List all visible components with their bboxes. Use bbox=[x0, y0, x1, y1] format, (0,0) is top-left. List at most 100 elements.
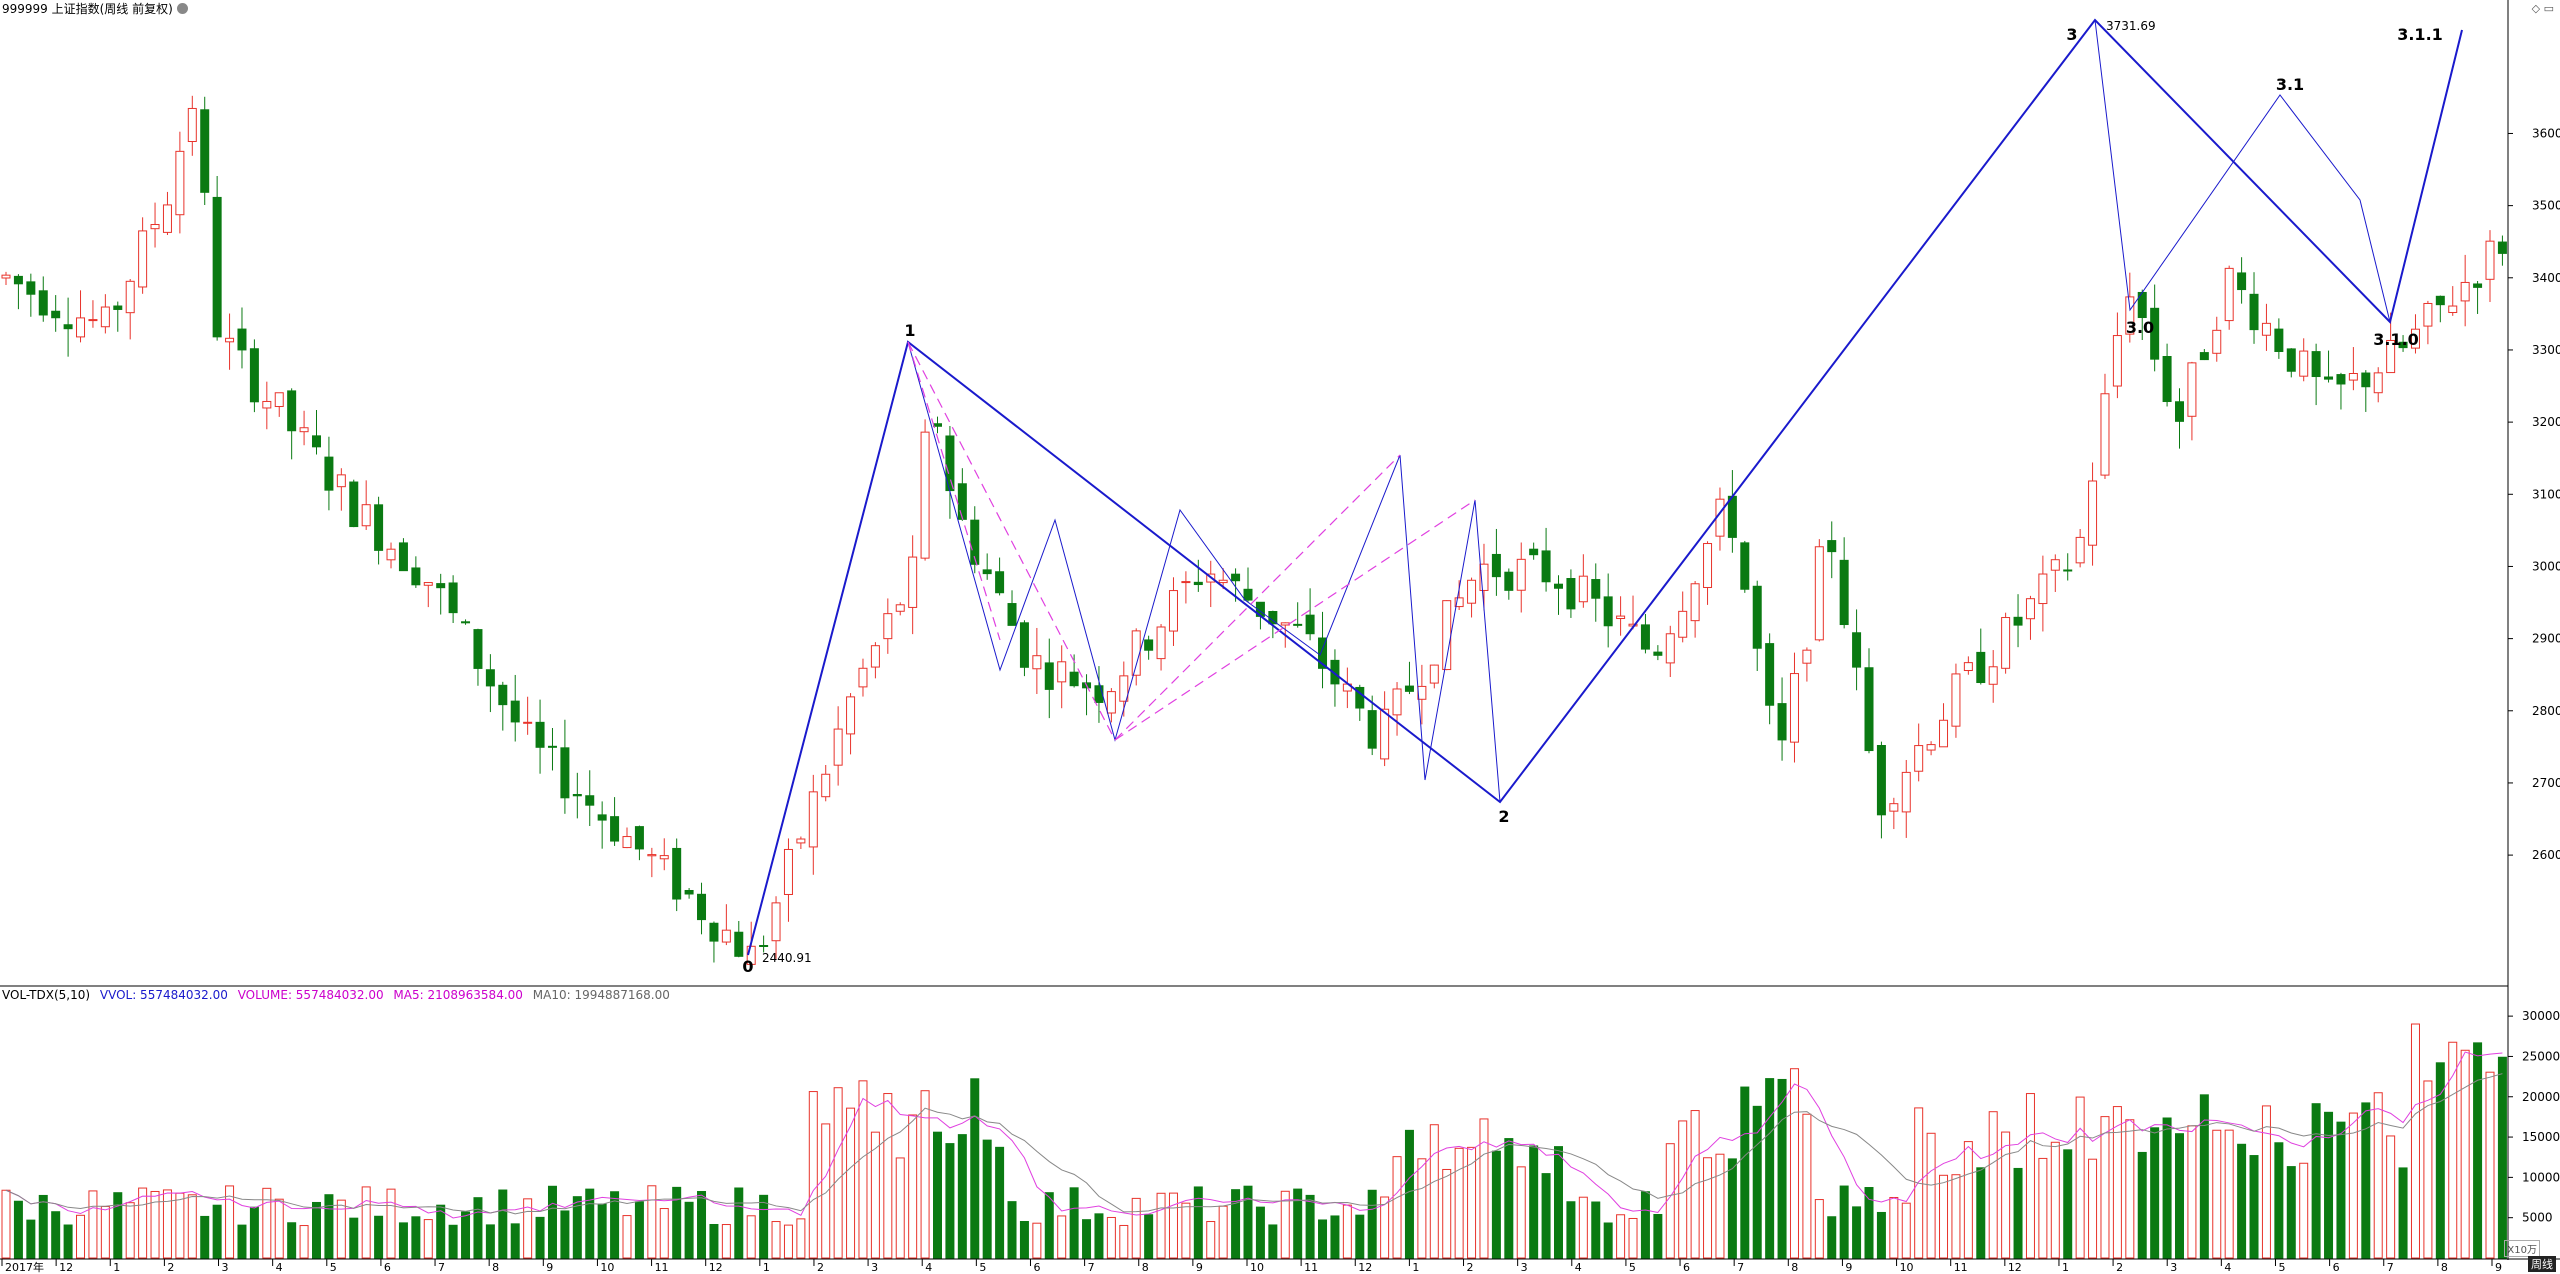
volume-bar bbox=[1032, 1222, 1042, 1259]
volume-bar bbox=[125, 1202, 135, 1259]
candle-body bbox=[1914, 745, 1924, 772]
volume-bar bbox=[1144, 1214, 1154, 1259]
volume-bar bbox=[1467, 1146, 1477, 1259]
candle-body bbox=[1019, 622, 1029, 668]
time-tick-label: 3 bbox=[1521, 1261, 1528, 1274]
candle-body bbox=[870, 645, 880, 668]
volume-bar bbox=[1057, 1215, 1067, 1259]
volume-bar bbox=[1516, 1166, 1526, 1259]
volume-bar bbox=[2336, 1121, 2346, 1259]
volume-bar bbox=[1665, 1143, 1675, 1259]
volume-bar bbox=[1280, 1190, 1290, 1259]
candle-body bbox=[2187, 362, 2197, 417]
time-tick-label: 2017年 bbox=[5, 1260, 44, 1274]
candle-body bbox=[2162, 356, 2172, 403]
candle-body bbox=[63, 324, 73, 330]
low-price-label: 2440.91 bbox=[762, 951, 812, 965]
wave-label: 3.0 bbox=[2126, 318, 2154, 337]
volume-bar bbox=[2460, 1049, 2470, 1259]
time-tick-label: 5 bbox=[330, 1261, 337, 1274]
volume-bar bbox=[933, 1131, 942, 1259]
volume-bar bbox=[299, 1225, 309, 1259]
candle-body bbox=[697, 893, 707, 921]
time-tick-label: 11 bbox=[655, 1261, 669, 1274]
volume-bar bbox=[485, 1224, 495, 1259]
volume-bar bbox=[1889, 1196, 1899, 1259]
volume-bar bbox=[473, 1197, 483, 1259]
time-tick-label: 9 bbox=[1845, 1261, 1852, 1274]
time-tick-label: 5 bbox=[979, 1261, 986, 1274]
volume-bar bbox=[225, 1185, 235, 1259]
price-tick-label: 3300 bbox=[2532, 343, 2560, 357]
volume-bar bbox=[361, 1186, 371, 1259]
candle-body bbox=[2038, 573, 2048, 605]
candle-body bbox=[2112, 335, 2122, 387]
candle-body bbox=[1156, 626, 1166, 660]
volume-bar bbox=[1752, 1105, 1762, 1259]
candle-body bbox=[1491, 553, 1501, 578]
volume-bar bbox=[2249, 1155, 2259, 1259]
candle-body bbox=[38, 290, 48, 316]
candle-body bbox=[1740, 542, 1750, 590]
volume-bar bbox=[1069, 1187, 1079, 1259]
volume-bar bbox=[212, 1204, 222, 1259]
time-tick-label: 6 bbox=[2333, 1261, 2340, 1274]
volume-bar bbox=[2187, 1125, 2197, 1259]
volume-bar bbox=[709, 1223, 719, 1259]
volume-bar bbox=[150, 1190, 160, 1259]
candle-body bbox=[2274, 328, 2284, 352]
volume-bar bbox=[1727, 1158, 1737, 1259]
candle-body bbox=[212, 196, 222, 338]
period-tag[interactable]: 周线 bbox=[2528, 1256, 2556, 1272]
candle-body bbox=[1094, 685, 1104, 703]
candle-body bbox=[1777, 703, 1787, 741]
volume-bar bbox=[523, 1198, 533, 1259]
candle-body bbox=[920, 431, 930, 559]
volume-bar bbox=[2324, 1111, 2334, 1259]
volume-bar bbox=[38, 1194, 48, 1259]
wave-label: 3.1.1 bbox=[2397, 25, 2443, 44]
candle-body bbox=[684, 889, 694, 895]
candle-body bbox=[1243, 588, 1253, 601]
volume-bar bbox=[349, 1217, 359, 1259]
wave-dashed-line bbox=[907, 341, 1001, 641]
candle-body bbox=[995, 571, 1005, 594]
candle-body bbox=[597, 814, 607, 821]
candle-body bbox=[1839, 559, 1849, 626]
candle-body bbox=[957, 483, 967, 520]
volume-bar bbox=[374, 1215, 384, 1259]
candle-body bbox=[1541, 550, 1551, 583]
candle-body bbox=[1765, 643, 1775, 706]
candle-body bbox=[572, 793, 582, 797]
volume-bar bbox=[895, 1157, 905, 1259]
candle-body bbox=[2473, 283, 2483, 288]
volume-bar bbox=[672, 1186, 682, 1259]
volume-bar bbox=[2373, 1092, 2383, 1259]
volume-tick-label: 10000 bbox=[2522, 1170, 2560, 1184]
candle-body bbox=[2485, 240, 2495, 280]
volume-bar bbox=[2423, 1080, 2433, 1259]
volume-bar bbox=[76, 1214, 86, 1259]
candle-body bbox=[2075, 536, 2085, 564]
candle-body bbox=[560, 747, 570, 799]
volume-bar bbox=[1044, 1192, 1054, 1259]
time-tick-label: 11 bbox=[1954, 1261, 1968, 1274]
candle-body bbox=[2050, 559, 2060, 571]
time-tick-label: 12 bbox=[709, 1261, 723, 1274]
candle-body bbox=[485, 669, 495, 687]
volume-bar bbox=[1678, 1120, 1688, 1259]
volume-bar bbox=[572, 1196, 582, 1259]
volume-bar bbox=[908, 1114, 918, 1259]
vol-vvol: VVOL: 557484032.00 bbox=[99, 988, 228, 1002]
volume-bar bbox=[51, 1211, 61, 1259]
candle-body bbox=[398, 542, 408, 572]
candle-body bbox=[523, 721, 533, 724]
wave-label: 0 bbox=[742, 957, 753, 976]
gear-icon[interactable] bbox=[176, 3, 188, 14]
zoom-tag: X10万 bbox=[2504, 1240, 2540, 1257]
candle-body bbox=[13, 275, 23, 285]
vol-indicator-name: VOL-TDX(5,10) bbox=[2, 988, 91, 1002]
corner-icons[interactable]: ◇ ▭ bbox=[2531, 2, 2554, 15]
volume-bar bbox=[1268, 1224, 1278, 1259]
